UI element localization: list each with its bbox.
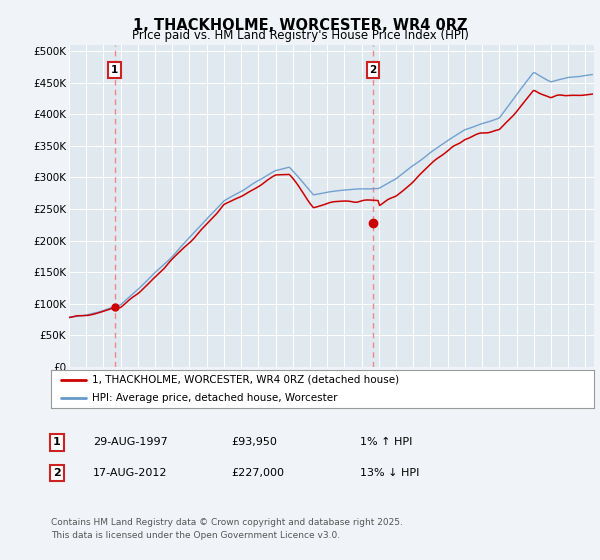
Text: 29-AUG-1997: 29-AUG-1997	[93, 437, 168, 447]
Text: 1, THACKHOLME, WORCESTER, WR4 0RZ (detached house): 1, THACKHOLME, WORCESTER, WR4 0RZ (detac…	[92, 375, 399, 385]
Text: 2: 2	[369, 65, 376, 75]
Text: HPI: Average price, detached house, Worcester: HPI: Average price, detached house, Worc…	[92, 393, 337, 403]
Text: Price paid vs. HM Land Registry's House Price Index (HPI): Price paid vs. HM Land Registry's House …	[131, 29, 469, 42]
Text: £227,000: £227,000	[231, 468, 284, 478]
Text: 1: 1	[111, 65, 118, 75]
Text: 1: 1	[53, 437, 61, 447]
Text: 2: 2	[53, 468, 61, 478]
Text: 1% ↑ HPI: 1% ↑ HPI	[360, 437, 412, 447]
Text: 13% ↓ HPI: 13% ↓ HPI	[360, 468, 419, 478]
Text: 1, THACKHOLME, WORCESTER, WR4 0RZ: 1, THACKHOLME, WORCESTER, WR4 0RZ	[133, 18, 467, 33]
Text: Contains HM Land Registry data © Crown copyright and database right 2025.
This d: Contains HM Land Registry data © Crown c…	[51, 518, 403, 539]
Text: 17-AUG-2012: 17-AUG-2012	[93, 468, 167, 478]
Text: £93,950: £93,950	[231, 437, 277, 447]
